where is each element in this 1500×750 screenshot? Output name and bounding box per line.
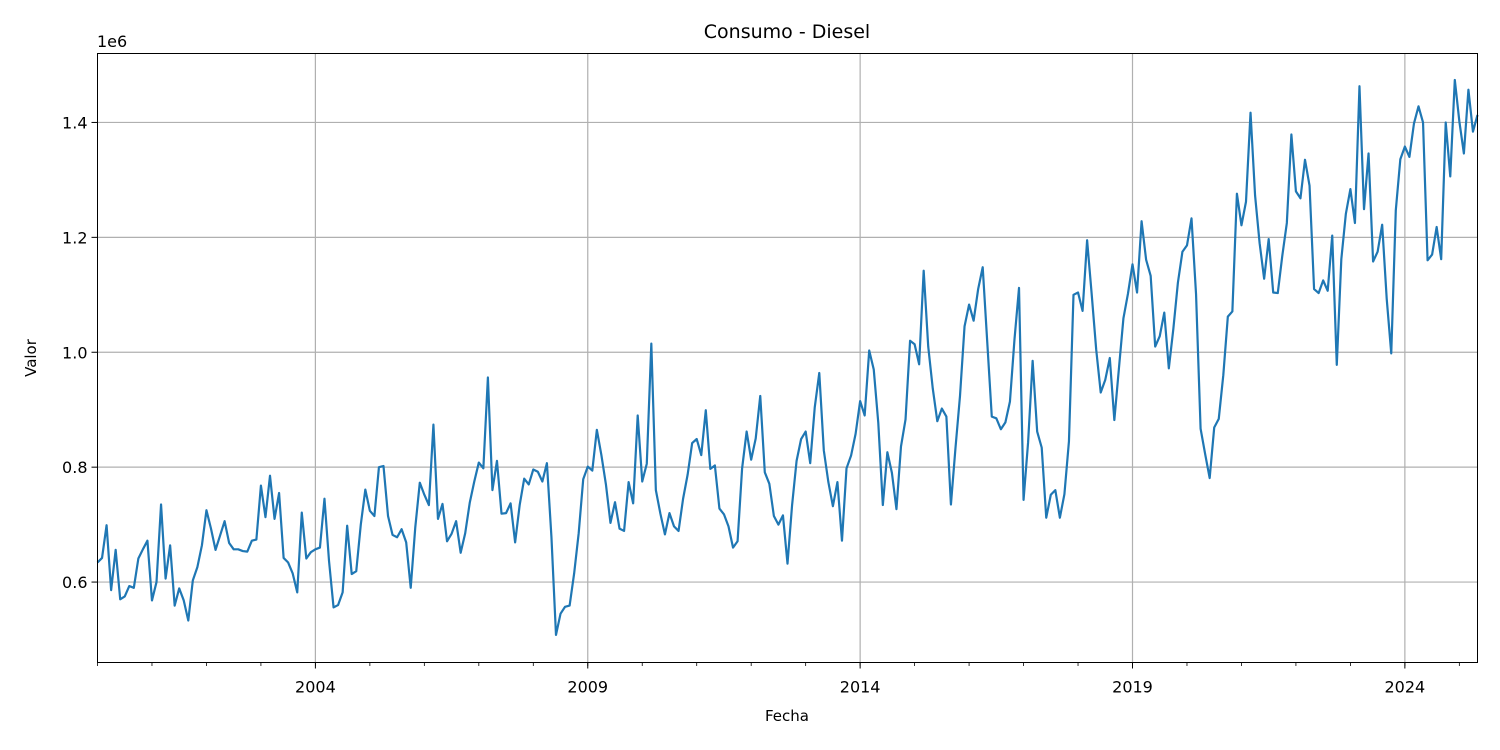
x-tick-label: 2009 bbox=[567, 678, 608, 697]
y-tick-label: 1.4 bbox=[62, 113, 87, 132]
x-tick-label: 2019 bbox=[1112, 678, 1153, 697]
x-tick-label: 2024 bbox=[1385, 678, 1426, 697]
y-tick-label: 1.2 bbox=[62, 228, 87, 247]
chart-title: Consumo - Diesel bbox=[704, 21, 870, 43]
y-axis-ticks: 0.6 0.8 1.0 1.2 1.4 bbox=[62, 113, 98, 592]
grid-lines bbox=[97, 53, 1478, 663]
y-tick-label: 0.8 bbox=[62, 458, 87, 477]
x-axis-ticks: 2004 2009 2014 2019 2024 bbox=[97, 662, 1460, 697]
x-tick-label: 2014 bbox=[840, 678, 881, 697]
y-tick-label: 0.6 bbox=[62, 573, 87, 592]
series-line-diesel bbox=[96, 78, 1479, 637]
axes-frame bbox=[97, 53, 1478, 663]
y-multiplier-label: 1e6 bbox=[97, 32, 127, 51]
y-axis-label: Valor bbox=[22, 338, 40, 377]
x-tick-label: 2004 bbox=[295, 678, 336, 697]
x-axis-label: Fecha bbox=[765, 707, 809, 725]
y-tick-label: 1.0 bbox=[62, 343, 87, 362]
